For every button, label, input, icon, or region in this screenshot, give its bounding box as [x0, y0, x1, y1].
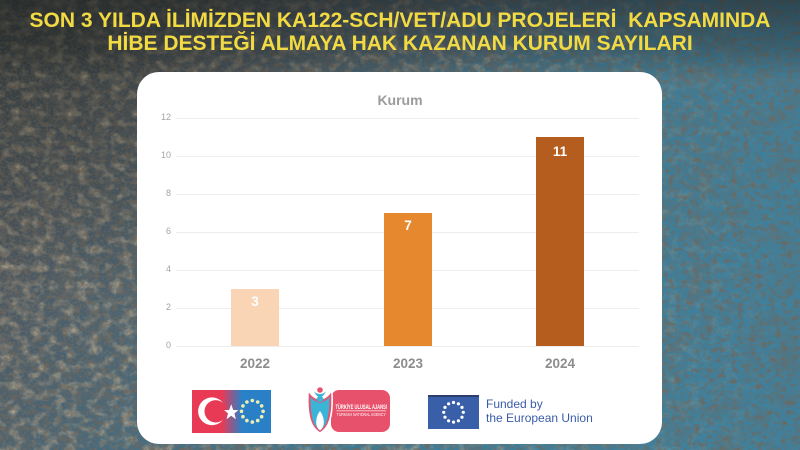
svg-text:TÜRKİYE ULUSAL AJANSI: TÜRKİYE ULUSAL AJANSI — [335, 404, 387, 411]
svg-text:TURKISH NATIONAL AGENCY: TURKISH NATIONAL AGENCY — [337, 412, 386, 417]
